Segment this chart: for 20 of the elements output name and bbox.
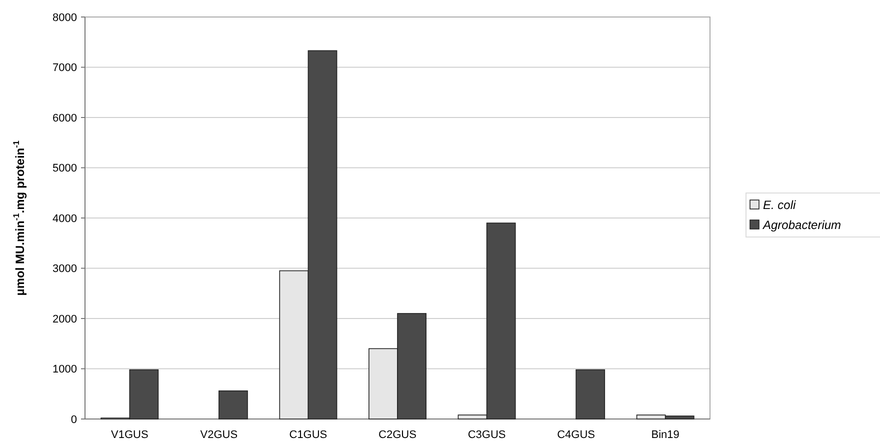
legend-label: Agrobacterium	[762, 218, 842, 232]
x-tick-label: C2GUS	[378, 429, 416, 441]
y-tick-label: 8000	[52, 12, 77, 24]
y-tick-label: 6000	[52, 112, 77, 124]
x-tick-label: Bin19	[651, 429, 680, 441]
bar	[218, 390, 248, 420]
x-tick-label: C1GUS	[289, 429, 328, 441]
y-tick-label: 3000	[52, 263, 77, 276]
legend-label: E. coli	[763, 198, 796, 212]
y-tick-label: 1000	[52, 364, 77, 376]
y-tick-label: 5000	[52, 162, 77, 175]
y-tick-label: 7000	[52, 62, 77, 74]
bar	[576, 369, 606, 420]
y-tick-label: 2000	[52, 313, 77, 326]
y-tick-label: 4000	[52, 212, 77, 225]
y-tick-label: 0	[70, 414, 77, 426]
x-tick-label: C4GUS	[557, 429, 596, 441]
x-tick-label: C3GUS	[468, 429, 506, 441]
x-tick-label: V2GUS	[200, 429, 238, 441]
x-tick-label: V1GUS	[110, 429, 148, 441]
